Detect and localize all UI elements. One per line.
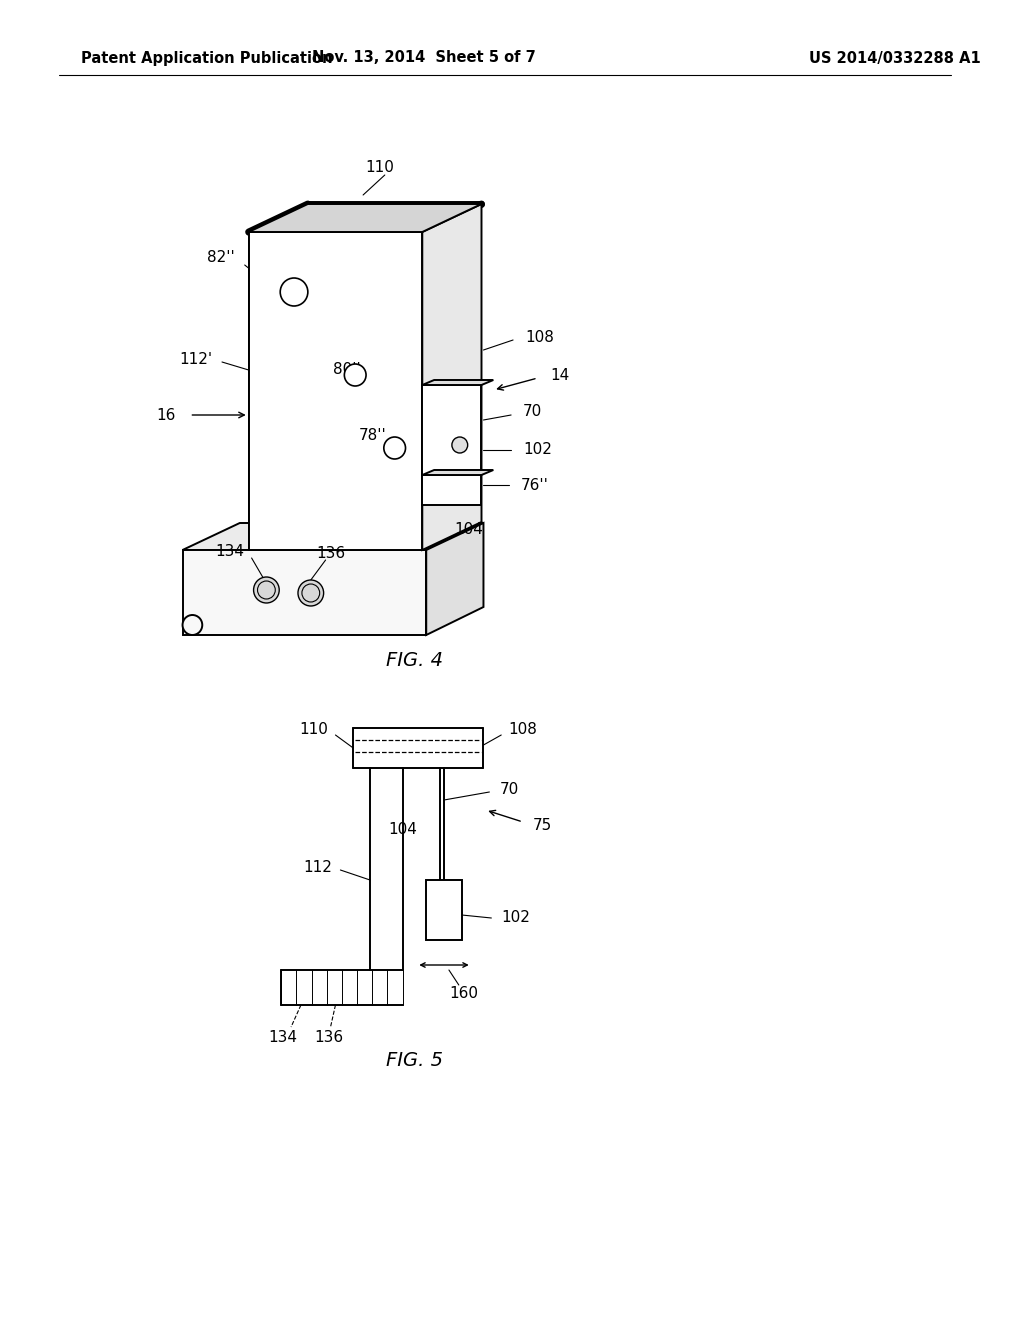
- Text: 82'': 82'': [207, 251, 234, 265]
- Text: FIG. 4: FIG. 4: [386, 651, 443, 669]
- Polygon shape: [422, 380, 494, 385]
- Text: 134: 134: [216, 544, 245, 560]
- Polygon shape: [182, 550, 426, 635]
- Text: 112': 112': [179, 352, 212, 367]
- Text: 76'': 76'': [521, 478, 549, 492]
- Polygon shape: [249, 205, 481, 232]
- Text: FIG. 5: FIG. 5: [386, 1051, 443, 1069]
- Polygon shape: [426, 880, 462, 940]
- Text: 112: 112: [304, 861, 333, 875]
- Polygon shape: [422, 385, 481, 475]
- Polygon shape: [249, 232, 422, 550]
- Text: 134: 134: [268, 1030, 298, 1044]
- Text: 16: 16: [157, 408, 176, 422]
- Circle shape: [298, 579, 324, 606]
- Text: 110: 110: [366, 161, 394, 176]
- Text: 136: 136: [316, 546, 345, 561]
- Circle shape: [182, 615, 203, 635]
- Text: 14: 14: [551, 367, 569, 383]
- Polygon shape: [422, 475, 481, 506]
- Text: 78'': 78'': [359, 428, 387, 442]
- Circle shape: [452, 437, 468, 453]
- Circle shape: [254, 577, 280, 603]
- Text: 104: 104: [388, 822, 418, 837]
- Circle shape: [384, 437, 406, 459]
- Text: 104: 104: [454, 523, 482, 537]
- Text: US 2014/0332288 A1: US 2014/0332288 A1: [809, 50, 981, 66]
- Polygon shape: [426, 523, 483, 635]
- Text: 75: 75: [532, 818, 552, 833]
- Text: Patent Application Publication: Patent Application Publication: [81, 50, 333, 66]
- Text: 70: 70: [500, 783, 518, 797]
- Polygon shape: [182, 523, 483, 550]
- Text: 108: 108: [508, 722, 537, 738]
- Text: 80'': 80'': [334, 363, 361, 378]
- Text: 102: 102: [501, 911, 530, 925]
- Polygon shape: [422, 205, 481, 550]
- Circle shape: [257, 581, 275, 599]
- Text: 136: 136: [314, 1030, 343, 1044]
- Text: 102: 102: [523, 442, 552, 458]
- Text: Nov. 13, 2014  Sheet 5 of 7: Nov. 13, 2014 Sheet 5 of 7: [312, 50, 537, 66]
- Circle shape: [302, 583, 319, 602]
- Text: 70: 70: [523, 404, 542, 420]
- Circle shape: [344, 364, 366, 385]
- Circle shape: [281, 279, 308, 306]
- Polygon shape: [422, 470, 494, 475]
- Text: 108: 108: [525, 330, 554, 345]
- Text: 160: 160: [450, 986, 478, 1001]
- Text: 110: 110: [300, 722, 329, 738]
